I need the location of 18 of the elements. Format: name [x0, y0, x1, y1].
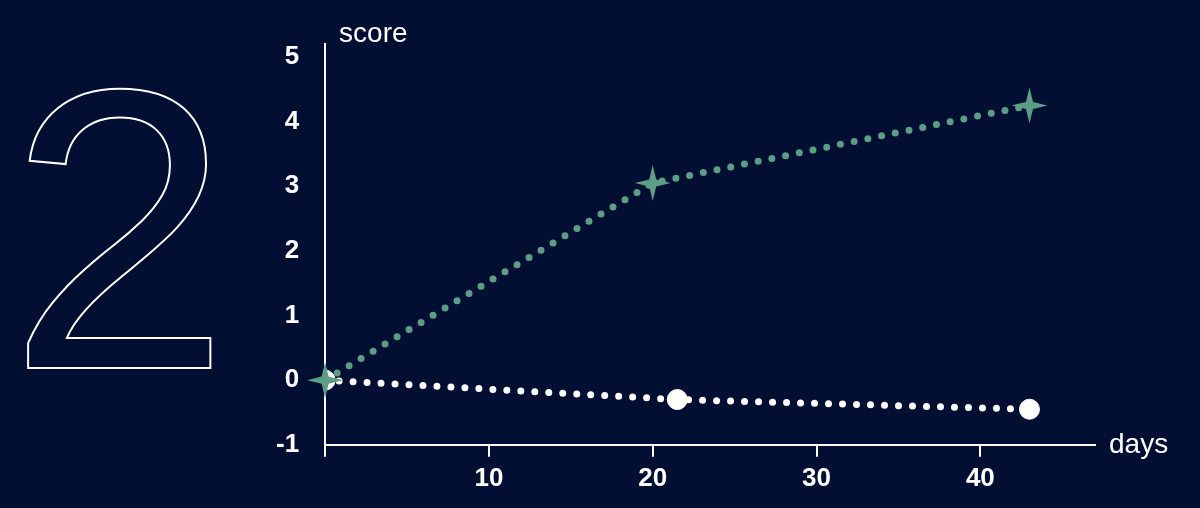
y-axis-title: score [339, 16, 408, 48]
point [666, 389, 688, 411]
y-tick-label: -1 [275, 427, 300, 458]
x-tick-label: 10 [474, 461, 504, 492]
point [1011, 87, 1048, 124]
x-tick-label: 20 [638, 461, 668, 492]
x-axis-title: days [1109, 427, 1169, 459]
y-tick-label: 2 [284, 234, 300, 265]
y-tick-label: 0 [284, 363, 300, 394]
point [307, 362, 344, 399]
point [1018, 398, 1040, 420]
point [634, 164, 671, 201]
x-tick-label: 40 [965, 461, 995, 492]
y-tick-label: 1 [284, 298, 300, 329]
y-tick-label: 4 [284, 104, 300, 135]
y-tick-label: 3 [284, 169, 300, 200]
y-tick-label: 5 [284, 40, 300, 71]
x-tick-label: 30 [802, 461, 831, 492]
